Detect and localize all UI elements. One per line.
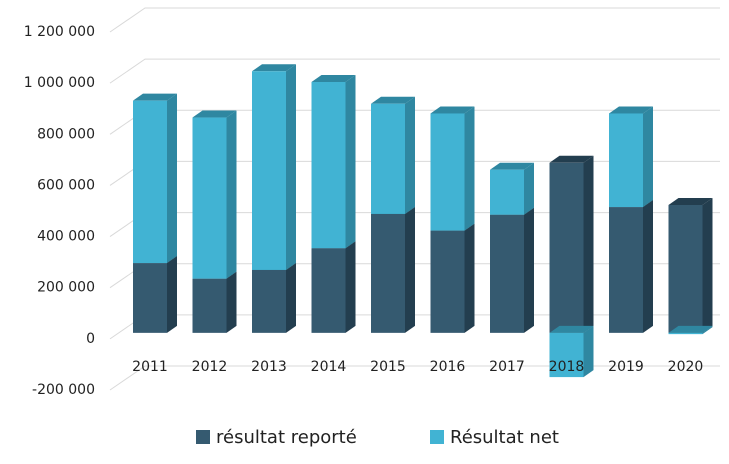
bar-side (226, 110, 237, 279)
y-tick-label: 0 (86, 331, 95, 347)
x-tick-label: 2015 (370, 359, 406, 375)
bar-side (464, 223, 475, 333)
x-tick-label: 2017 (489, 359, 525, 375)
y-tick-label: -200 000 (32, 382, 95, 398)
legend-swatch (196, 430, 210, 444)
bar (371, 103, 405, 214)
bar-side (524, 162, 534, 215)
y-tick-label: 600 000 (37, 177, 95, 193)
bar-side (524, 207, 534, 333)
bar (252, 71, 286, 270)
bar (311, 82, 346, 249)
bar (192, 117, 227, 279)
y-tick-label: 200 000 (37, 280, 95, 296)
bar-top (192, 110, 237, 118)
bar-side (702, 198, 713, 333)
bar-top (549, 155, 594, 163)
legend-swatch (430, 430, 444, 444)
bar-side (702, 325, 713, 335)
legend-label: résultat reporté (216, 427, 357, 448)
bar (430, 230, 465, 333)
bar (609, 113, 643, 208)
x-tick-label: 2012 (192, 359, 228, 375)
bar (668, 332, 703, 335)
bar-top (430, 106, 475, 114)
bar (490, 169, 524, 215)
bar-side (464, 106, 475, 231)
bar-side (405, 206, 415, 333)
bar-top (371, 96, 415, 104)
bar (133, 100, 167, 264)
x-tick-label: 2011 (132, 359, 168, 375)
y-tick-label: 800 000 (37, 126, 95, 142)
y-tick-label: 400 000 (37, 229, 95, 245)
bar-top (668, 325, 713, 333)
bar (252, 269, 286, 333)
bar-side (167, 256, 177, 333)
bar-side (583, 325, 594, 378)
bar (192, 278, 227, 333)
x-tick-label: 2019 (608, 359, 644, 375)
bar (371, 213, 405, 333)
grid-line (109, 58, 720, 84)
bar-side (643, 200, 653, 333)
bar-top (609, 106, 653, 114)
bar-side (643, 106, 653, 208)
bar-side (286, 64, 296, 270)
bar (490, 214, 524, 333)
y-tick-label: 1 000 000 (24, 75, 95, 91)
bar-side (167, 93, 177, 264)
x-tick-label: 2016 (430, 359, 466, 375)
legend-label: Résultat net (450, 427, 559, 448)
bar (668, 205, 703, 333)
bar (430, 113, 465, 231)
bar (549, 162, 584, 333)
bar (311, 248, 346, 333)
grid-line (109, 365, 720, 391)
grid-line (109, 7, 720, 33)
bar-side (286, 262, 296, 333)
bar-side (583, 155, 594, 333)
x-tick-label: 2018 (549, 359, 585, 375)
bar-top (252, 64, 296, 72)
bar-top (549, 325, 594, 333)
bar-side (345, 75, 356, 249)
bar-side (345, 241, 356, 333)
x-tick-label: 2020 (668, 359, 704, 375)
bar (609, 207, 643, 333)
bar-side (226, 271, 237, 333)
bar-side (405, 96, 415, 214)
bar-top (311, 75, 356, 83)
bar-top (490, 162, 534, 170)
bar-top (668, 198, 713, 205)
bar (133, 263, 167, 333)
x-tick-label: 2013 (251, 359, 287, 375)
bar (549, 332, 584, 378)
bar-top (133, 93, 177, 101)
x-tick-label: 2014 (311, 359, 347, 375)
y-tick-label: 1 200 000 (24, 24, 95, 40)
